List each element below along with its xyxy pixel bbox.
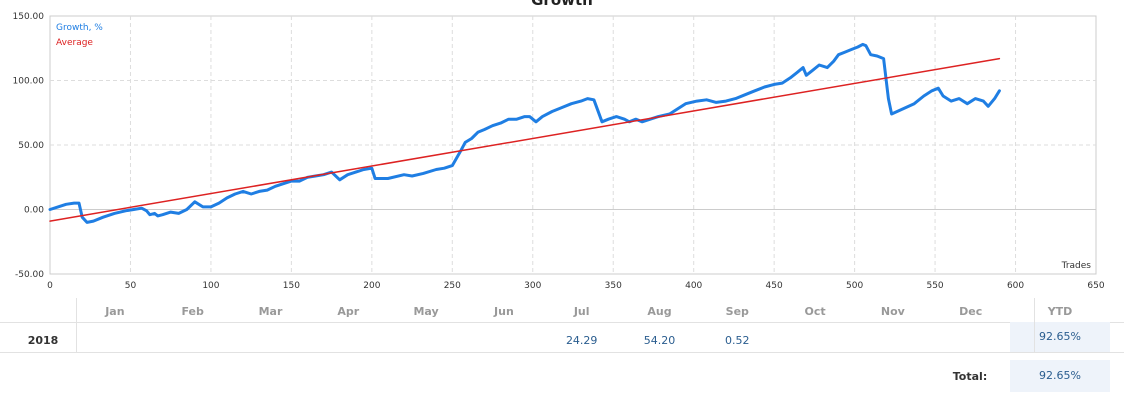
x-tick-label: 0 [47,281,53,291]
table-header-row: Jan Feb Mar Apr May Jun Jul Aug Sep Oct Nov Dec YTD [0,298,1124,322]
x-tick-label: 200 [363,281,380,291]
x-tick-label: 50 [125,281,137,291]
growth-chart: Growth 0 50 100 150 200 250 300 350 400 450 500 550… [13,0,1105,291]
month-value-jul: 24.29 [565,334,598,347]
total-row: Total: 92.65% [0,360,1124,392]
growth-series-line [48,42,1001,224]
legend: Growth, % Average [56,23,103,48]
y-tick-label: -50.00 [15,270,44,280]
month-header-oct: Oct [804,305,826,318]
month-header-aug: Aug [647,305,672,318]
total-label: Total: [952,370,988,383]
x-tick-label: 250 [444,281,461,291]
y-axis-ticks: -50.00 0.00 50.00 100.00 150.00 [13,12,45,280]
year-label: 2018 [27,334,59,347]
ytd-value: 92.65% [1010,322,1110,352]
x-tick-label: 450 [766,281,783,291]
grid-lines [50,16,1096,274]
legend-average: Average [56,38,93,48]
month-header-may: May [413,305,439,318]
x-tick-label: 400 [685,281,702,291]
series-lines [48,42,1001,224]
month-header-apr: Apr [337,305,360,318]
ytd-header: YTD [1047,305,1073,318]
x-tick-label: 500 [846,281,863,291]
x-tick-label: 150 [283,281,300,291]
month-header-feb: Feb [181,305,204,318]
x-tick-label: 650 [1087,281,1104,291]
x-tick-label: 350 [605,281,622,291]
x-axis-ticks: 0 50 100 150 200 250 300 350 400 450 500 550 600 650 [47,281,1105,291]
month-header-dec: Dec [959,305,983,318]
chart-title: Growth [531,0,593,9]
legend-growth: Growth, % [56,23,103,33]
average-series-line [49,57,1001,222]
month-value-sep: 0.52 [725,334,750,347]
month-header-nov: Nov [880,305,905,318]
y-tick-label: 150.00 [13,12,45,22]
month-value-aug: 54.20 [643,334,676,347]
y-tick-label: 50.00 [18,141,44,151]
x-tick-label: 550 [926,281,943,291]
table-row: 2018 24.29 54.20 0.52 92.65% [0,322,1124,352]
x-tick-label: 300 [524,281,541,291]
month-header-jul: Jul [573,305,590,318]
month-header-jun: Jun [494,305,514,318]
y-tick-label: 100.00 [13,77,45,87]
x-axis-label: Trades [1061,261,1092,271]
total-value: 92.65% [1010,360,1110,392]
x-tick-label: 600 [1007,281,1024,291]
month-header-sep: Sep [725,305,749,318]
month-header-jan: Jan [105,305,125,318]
x-tick-label: 100 [202,281,219,291]
month-header-mar: Mar [258,305,283,318]
y-tick-label: 0.00 [24,206,44,216]
